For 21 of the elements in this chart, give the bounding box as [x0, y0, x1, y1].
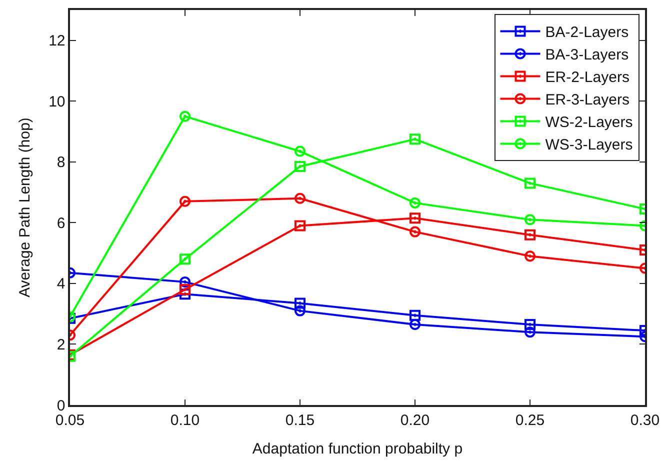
legend-label: BA-2-Layers — [545, 24, 629, 42]
legend-label: BA-3-Layers — [545, 46, 629, 64]
legend-label: ER-3-Layers — [545, 92, 630, 109]
x-tick-label: 0.15 — [285, 412, 315, 429]
x-tick-label: 0.30 — [630, 412, 660, 429]
y-tick-label: 2 — [56, 336, 66, 354]
y-tick-label: 4 — [56, 276, 66, 293]
y-tick-label: 0 — [56, 397, 66, 414]
x-tick-label: 0.25 — [515, 412, 545, 429]
y-tick-label: 12 — [48, 32, 66, 50]
legend-label: ER-2-Layers — [545, 69, 630, 86]
y-tick-label: 8 — [56, 154, 66, 172]
y-tick-label: 10 — [48, 93, 66, 110]
y-axis-title: Average Path Length (hop) — [16, 118, 34, 298]
x-tick-label: 0.10 — [170, 412, 200, 429]
legend-label: WS-2-Layers — [545, 114, 633, 132]
legend-label: WS-3-Layers — [545, 136, 633, 154]
x-tick-label: 0.05 — [55, 412, 85, 429]
y-tick-label: 6 — [56, 214, 66, 232]
x-tick-label: 0.20 — [400, 412, 430, 429]
x-axis-title: Adaptation function probabilty p — [252, 440, 463, 458]
